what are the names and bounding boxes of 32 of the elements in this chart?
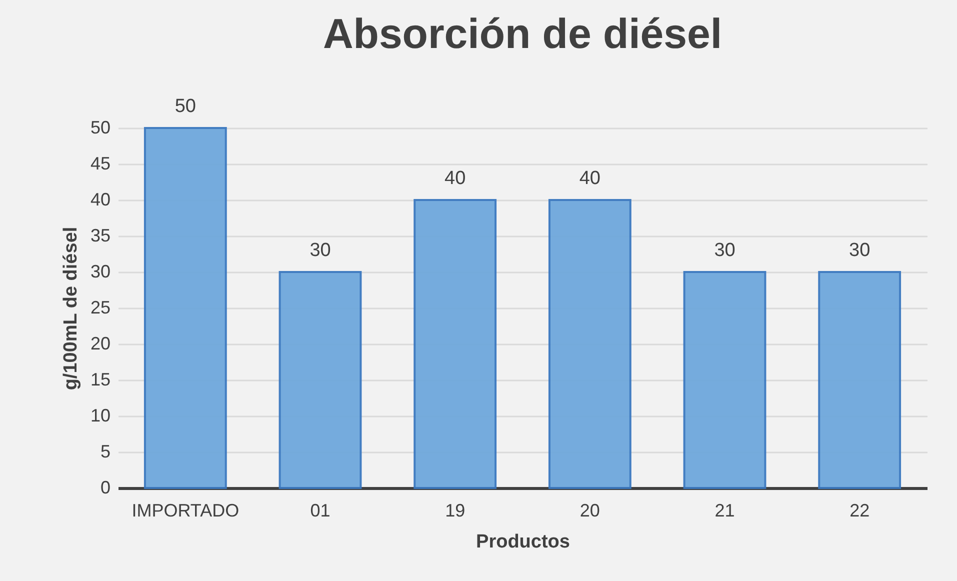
y-tick-label: 5	[100, 442, 110, 462]
x-tick-label: IMPORTADO	[132, 500, 240, 520]
y-tick-label: 50	[90, 118, 110, 138]
bar	[818, 271, 902, 489]
data-label: 40	[444, 168, 466, 189]
bar	[144, 127, 227, 489]
bar	[548, 199, 632, 489]
y-tick-label: 0	[100, 478, 110, 498]
bar	[683, 271, 766, 489]
data-label: 30	[714, 240, 736, 261]
y-tick-label: 30	[90, 262, 110, 282]
data-label: 30	[849, 240, 870, 261]
y-tick-label: 20	[90, 334, 110, 354]
bar	[278, 271, 362, 489]
x-tick-label: 20	[580, 500, 600, 520]
x-axis-title: Productos	[476, 532, 570, 552]
x-tick-label: 22	[850, 500, 870, 520]
y-tick-label: 15	[90, 370, 110, 390]
y-axis-title: g/100mL de diésel	[60, 226, 82, 390]
data-label: 30	[310, 240, 331, 261]
x-tick-label: 01	[310, 500, 330, 520]
y-tick-label: 45	[90, 154, 110, 174]
y-tick-label: 35	[90, 226, 110, 246]
y-tick-label: 10	[90, 406, 110, 426]
chart-title: Absorción de diésel	[322, 10, 722, 57]
data-label: 50	[174, 96, 196, 117]
y-tick-label: 25	[90, 298, 110, 318]
data-label: 40	[579, 168, 600, 189]
bar	[414, 199, 497, 489]
y-tick-label: 40	[90, 190, 110, 210]
x-tick-label: 21	[714, 500, 735, 520]
x-tick-label: 19	[445, 500, 466, 520]
